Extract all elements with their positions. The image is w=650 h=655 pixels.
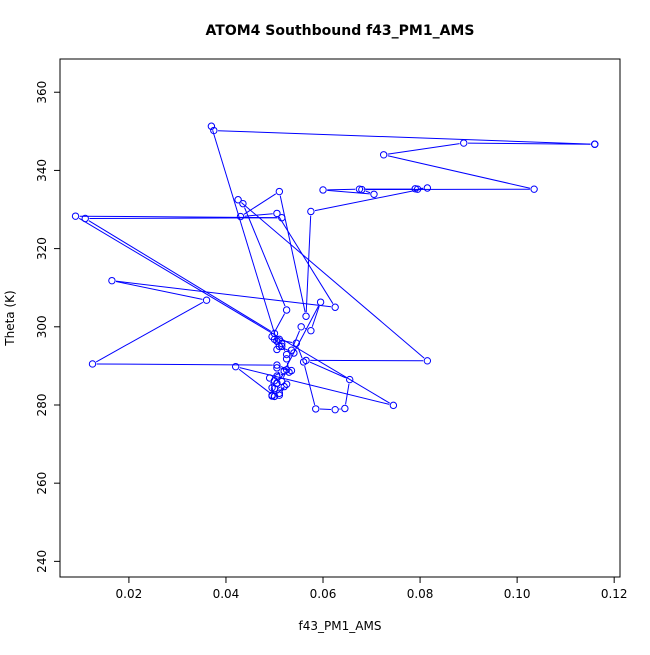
series-line-segment <box>310 362 346 378</box>
data-point <box>109 277 115 283</box>
series-layer <box>72 123 598 413</box>
series-line-segment <box>366 191 370 193</box>
data-point <box>298 324 304 330</box>
data-point <box>303 313 309 319</box>
data-point <box>371 191 377 197</box>
y-tick-label: 360 <box>35 81 49 104</box>
x-tick-label: 0.06 <box>310 587 337 601</box>
series-line-segment <box>327 189 355 190</box>
series-line-segment <box>239 369 271 394</box>
data-point <box>320 187 326 193</box>
series-line-segment <box>213 130 276 337</box>
data-point <box>313 406 319 412</box>
y-tick-label: 240 <box>35 550 49 573</box>
x-axis: 0.02 0.04 0.06 0.08 0.10 0.12 <box>116 577 628 601</box>
chart-title: ATOM4 Southbound f43_PM1_AMS <box>206 23 475 39</box>
data-point <box>424 358 430 364</box>
x-tick-label: 0.12 <box>601 587 628 601</box>
y-tick-label: 320 <box>35 237 49 260</box>
y-tick-label: 260 <box>35 472 49 495</box>
data-point <box>203 297 209 303</box>
series-line-segment <box>96 302 203 362</box>
series-line-segment <box>241 202 424 358</box>
y-tick-label: 340 <box>35 159 49 182</box>
x-tick-label: 0.04 <box>213 587 240 601</box>
series-line-segment <box>218 131 591 144</box>
data-point <box>317 299 323 305</box>
data-point <box>332 406 338 412</box>
series-line-segment <box>388 144 460 155</box>
data-point <box>461 140 467 146</box>
data-point <box>308 208 314 214</box>
x-tick-label: 0.10 <box>504 587 531 601</box>
data-point <box>283 351 289 357</box>
data-point <box>89 361 95 367</box>
y-tick-label: 280 <box>35 394 49 417</box>
x-tick-label: 0.02 <box>116 587 143 601</box>
data-point <box>424 185 430 191</box>
series-line-segment <box>388 156 530 189</box>
data-point <box>342 405 348 411</box>
y-axis: 240 260 280 300 320 340 360 <box>35 81 60 573</box>
data-point <box>390 402 396 408</box>
data-point <box>72 213 78 219</box>
y-axis-label: Theta (K) <box>3 290 17 346</box>
data-point <box>332 304 338 310</box>
data-point <box>592 141 598 147</box>
data-point <box>531 186 537 192</box>
series-line-segment <box>97 364 273 365</box>
x-axis-label: f43_PM1_AMS <box>299 619 382 633</box>
data-point <box>283 307 289 313</box>
y-tick-label: 300 <box>35 315 49 338</box>
x-tick-label: 0.08 <box>407 587 434 601</box>
series-line-segment <box>240 368 390 405</box>
series-line-segment <box>79 218 390 403</box>
series-line-segment <box>245 214 273 216</box>
data-point <box>308 328 314 334</box>
data-point <box>266 375 272 381</box>
data-point <box>276 188 282 194</box>
data-point <box>237 213 243 219</box>
series-line-segment <box>244 194 276 214</box>
plot-frame <box>60 59 620 577</box>
data-point <box>380 152 386 158</box>
series-line-segment <box>279 217 333 304</box>
